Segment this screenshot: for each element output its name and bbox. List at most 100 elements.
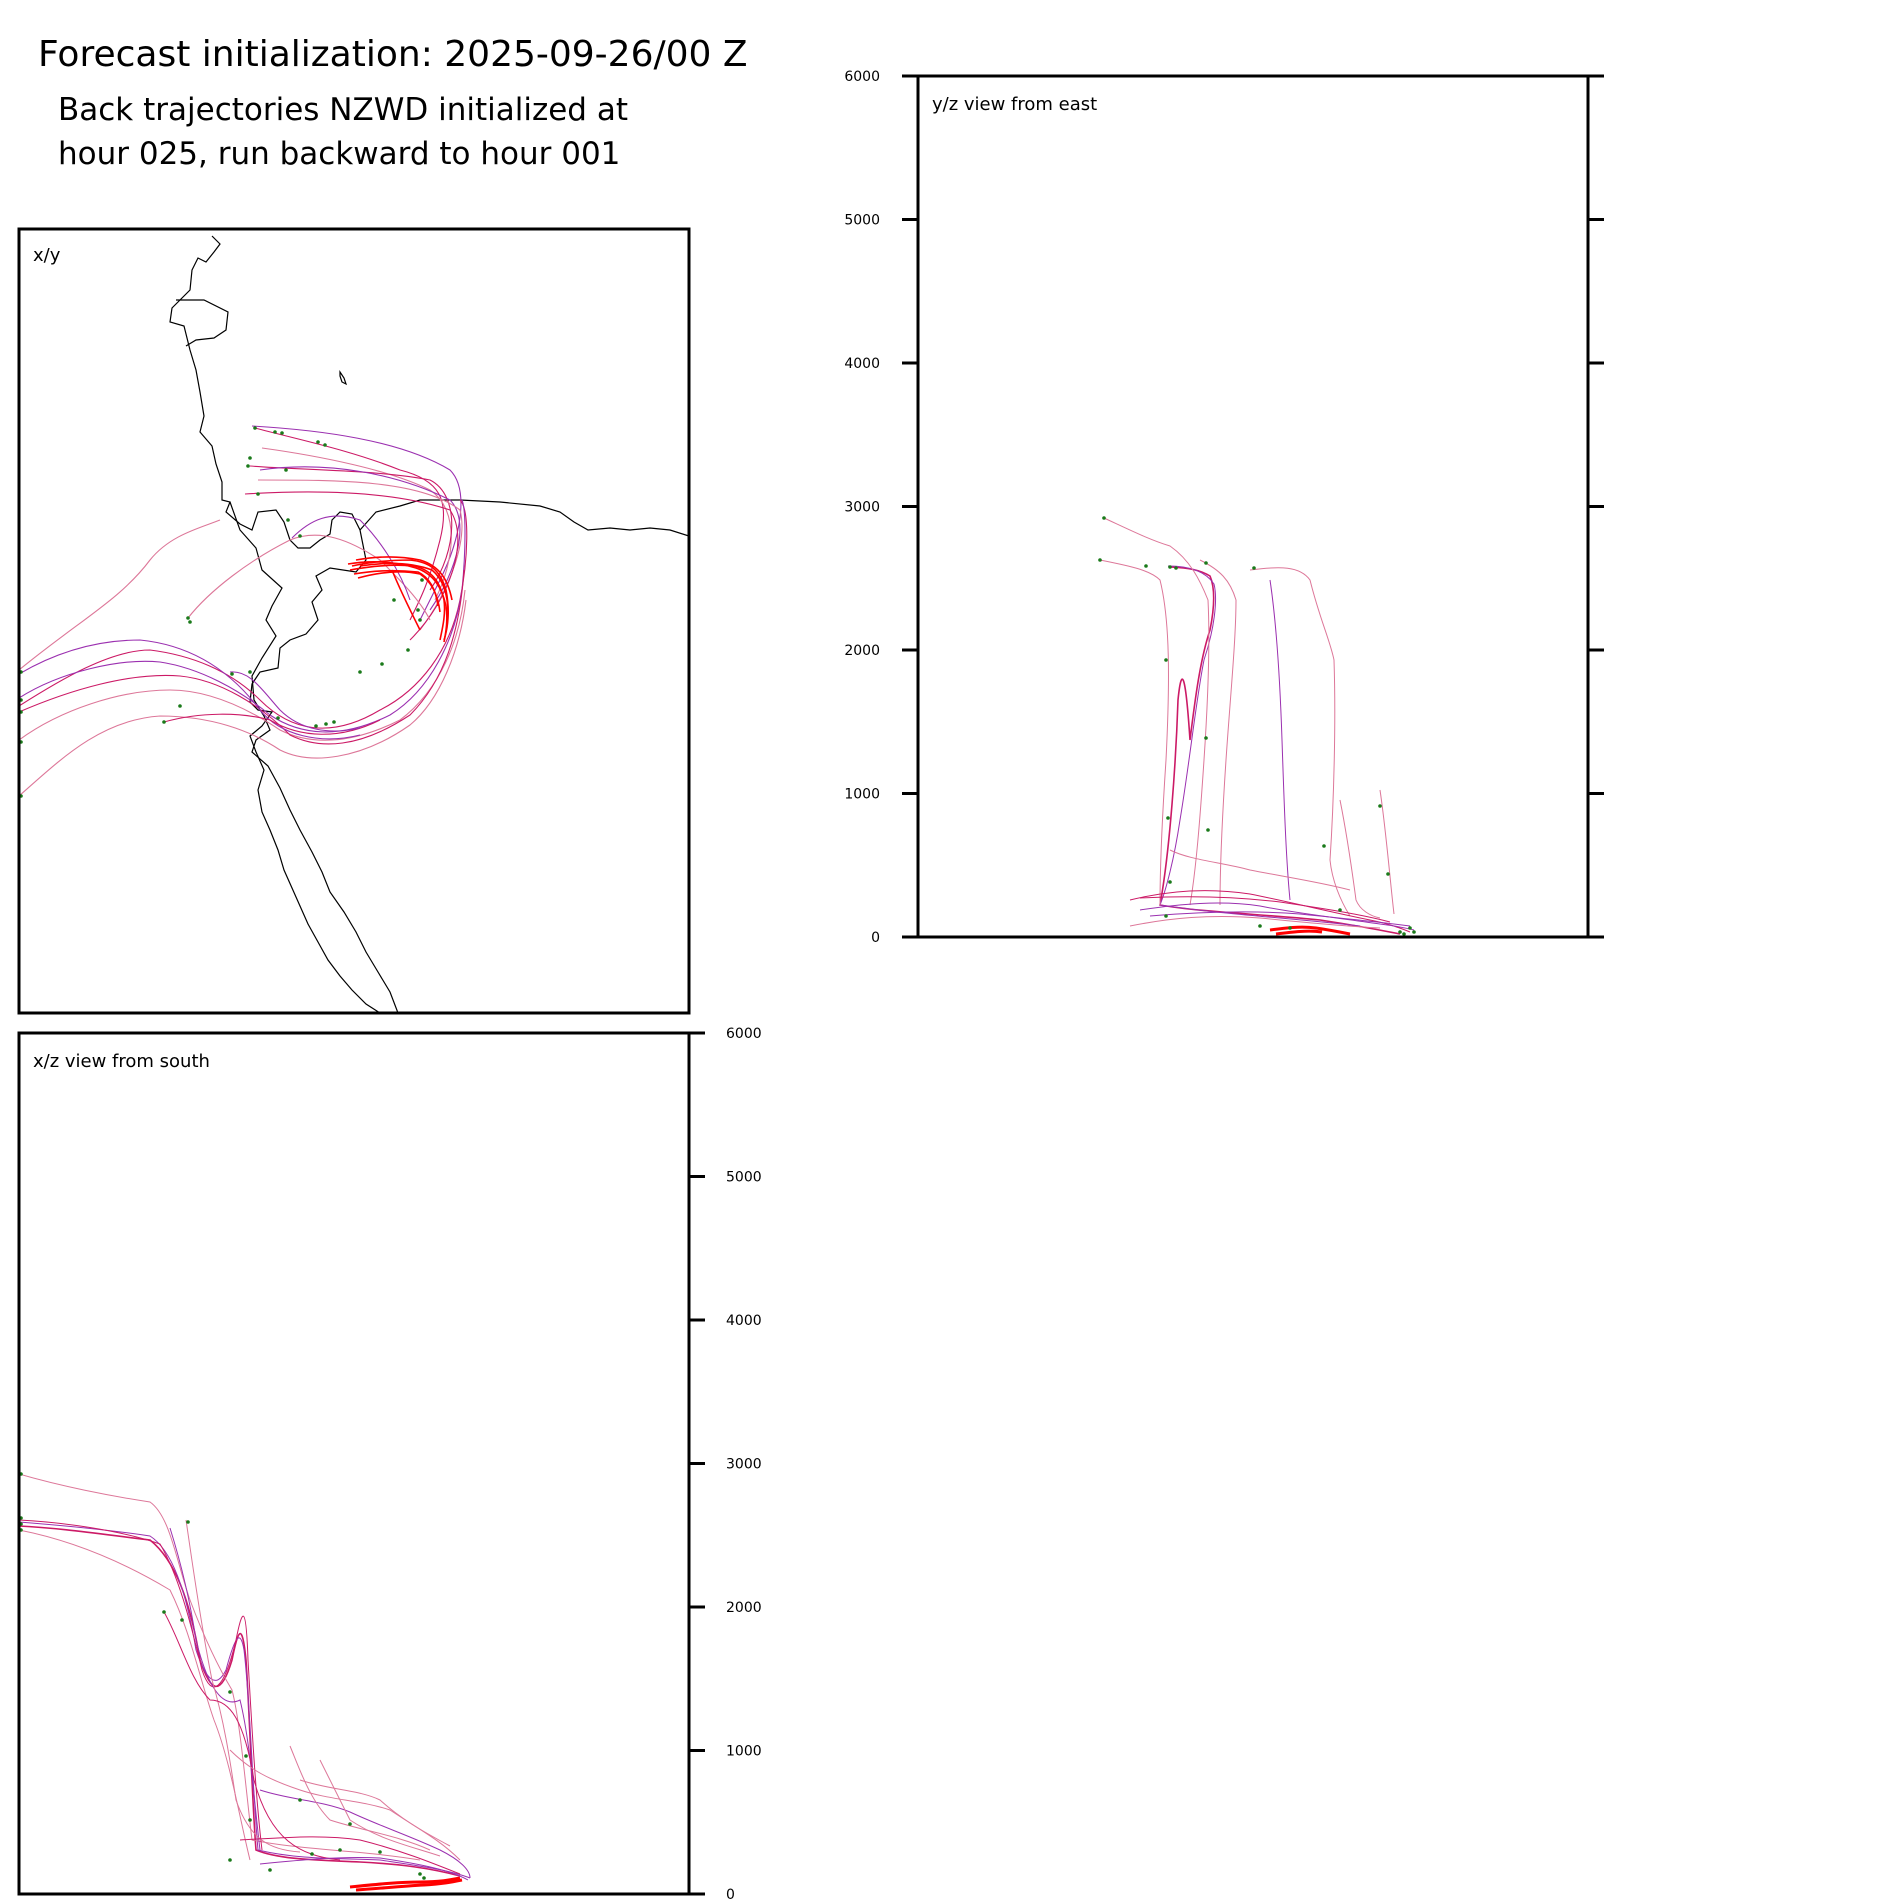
figure-subtitle-line2: hour 025, run backward to hour 001 (58, 136, 620, 172)
xy-trajectory-late (347, 561, 448, 643)
y-axis-tick-label: 1000 (844, 787, 880, 803)
yz-trajectories (1099, 517, 1415, 935)
xz-trajectory (259, 1856, 469, 1881)
xy-trajectory (19, 519, 221, 671)
xy-endpoint (420, 578, 424, 582)
xz-trajectory-late (349, 1876, 461, 1889)
xy-trajectories-north (187, 425, 463, 641)
yz-panel-label: y/z view from east (932, 94, 1097, 115)
yz-endpoint (1098, 558, 1102, 562)
xz-trajectory (169, 1527, 261, 1851)
yz-endpoint (1378, 804, 1382, 808)
yz-endpoint (1402, 932, 1406, 936)
xy-endpoint (416, 608, 420, 612)
xy-trajectory (19, 569, 465, 745)
xz-endpoint (348, 1822, 352, 1826)
yz-endpoint (1398, 930, 1402, 934)
xy-endpoint (253, 426, 257, 430)
xy-endpoint (256, 492, 260, 496)
xy-coastline-north (169, 235, 381, 1013)
yz-endpoint (1322, 844, 1326, 848)
yz-y-axis: 0 1000 2000 3000 4000 5000 6000 (844, 69, 1604, 946)
yz-endpoint (1338, 908, 1342, 912)
xz-endpoint (310, 1852, 314, 1856)
xy-trajectory-late (391, 569, 421, 631)
yz-trajectory (1269, 579, 1291, 901)
xy-coastline-inlet (176, 299, 229, 347)
yz-trajectories-late (1269, 925, 1351, 936)
yz-trajectory (1149, 911, 1411, 927)
yz-endpoint (1288, 926, 1292, 930)
yz-trajectory (1159, 565, 1361, 927)
xz-endpoint (186, 1520, 190, 1524)
xz-trajectory (19, 1525, 461, 1877)
xy-island (339, 370, 348, 386)
xz-trajectory (19, 1519, 263, 1851)
yz-panel: y/z view from east 0 1000 2000 3000 4000 5000… (844, 69, 1604, 946)
xz-endpoint (422, 1876, 426, 1880)
xy-trajectory (291, 515, 411, 601)
xy-endpoint (188, 620, 192, 624)
xz-trajectories (19, 1473, 471, 1881)
xy-trajectory (261, 447, 452, 601)
xy-endpoint (186, 616, 190, 620)
xz-endpoints (19, 1472, 426, 1880)
xz-endpoint (418, 1872, 422, 1876)
xy-endpoint (392, 598, 396, 602)
yz-frame (916, 74, 1590, 939)
xy-trajectories-south (19, 499, 468, 797)
yz-trajectory (1199, 559, 1237, 906)
xy-endpoint (316, 440, 320, 444)
xy-frame (17, 227, 691, 1015)
xy-trajectory (19, 499, 468, 729)
xz-endpoint (298, 1798, 302, 1802)
xz-trajectory (259, 1789, 471, 1879)
yz-endpoints (1098, 516, 1416, 936)
xz-trajectory-late (355, 1878, 463, 1892)
xy-endpoint (286, 518, 290, 522)
xy-trajectory (254, 427, 445, 621)
yz-endpoint (1204, 736, 1208, 740)
y-axis-tick-label: 5000 (844, 213, 880, 229)
xz-endpoint (248, 1818, 252, 1822)
yz-trajectory (1139, 896, 1391, 923)
yz-trajectory (1129, 890, 1411, 933)
xz-trajectory (299, 1779, 451, 1847)
xy-endpoint (314, 724, 318, 728)
y-axis-tick-label: 2000 (844, 643, 880, 659)
y-axis-tick-label: 6000 (844, 69, 880, 85)
xy-trajectory (257, 479, 463, 631)
xz-trajectories-late (349, 1876, 463, 1892)
xz-frame (17, 1031, 691, 1896)
y-axis-tick-label: 4000 (844, 356, 880, 372)
yz-trajectory (1169, 849, 1351, 891)
figure-subtitle-line1: Back trajectories NZWD initialized at (58, 92, 628, 128)
yz-endpoint (1164, 658, 1168, 662)
yz-endpoint (1166, 816, 1170, 820)
xy-trajectory-late (349, 564, 446, 641)
xy-trajectory-late (357, 571, 441, 613)
yz-trajectory (1379, 789, 1395, 915)
xy-trajectory (259, 466, 461, 611)
yz-trajectory (1139, 902, 1415, 931)
xy-trajectory (163, 713, 381, 735)
xy-endpoint (324, 722, 328, 726)
xy-endpoint (380, 662, 384, 666)
yz-trajectory (1099, 559, 1169, 906)
xz-trajectory (289, 1745, 431, 1851)
xy-plot-area (19, 235, 689, 1013)
yz-plot-area (1098, 516, 1416, 936)
xz-endpoint (244, 1754, 248, 1758)
y-axis-tick-label: 1000 (726, 1744, 762, 1760)
xy-endpoint (332, 720, 336, 724)
xy-endpoint (246, 464, 250, 468)
yz-trajectory (1159, 566, 1401, 935)
xy-trajectory (19, 599, 467, 797)
yz-trajectory (1339, 799, 1381, 919)
xy-endpoint (248, 456, 252, 460)
xz-panel-label: x/z view from south (33, 1051, 210, 1072)
y-axis-tick-label: 4000 (726, 1313, 762, 1329)
xy-trajectory (19, 589, 466, 741)
xy-trajectory-late (359, 562, 449, 615)
